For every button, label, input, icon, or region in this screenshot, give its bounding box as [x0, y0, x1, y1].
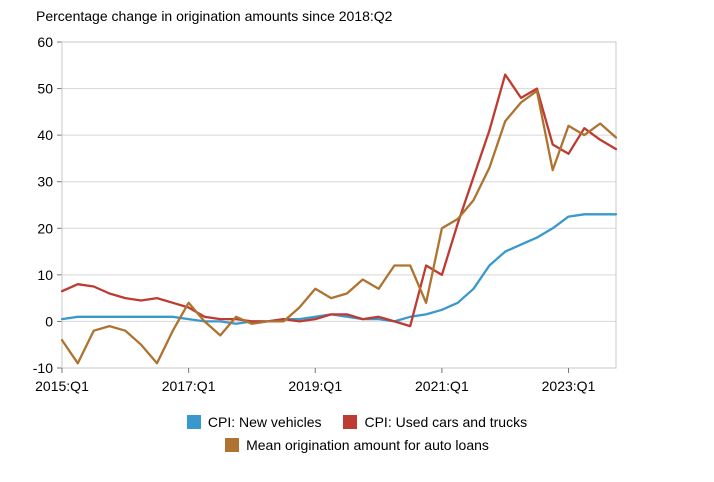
legend-item-mean-origination: Mean origination amount for auto loans [225, 437, 489, 453]
y-tick-label: 30 [37, 174, 53, 190]
y-tick-label: 40 [37, 127, 53, 143]
legend-label-cpi-new-vehicles: CPI: New vehicles [207, 414, 322, 430]
legend-label-cpi-used-cars: CPI: Used cars and trucks [364, 414, 528, 430]
y-tick-label: 60 [37, 34, 53, 50]
chart-legend: CPI: New vehicles CPI: Used cars and tru… [0, 414, 714, 453]
y-tick-label: 50 [37, 81, 53, 97]
x-tick-label: 2017:Q1 [162, 378, 216, 394]
x-tick-label: 2019:Q1 [288, 378, 342, 394]
legend-item-cpi-used-cars: CPI: Used cars and trucks [343, 414, 527, 430]
x-tick-label: 2021:Q1 [415, 378, 469, 394]
line-chart-plot: -10 0 10 20 30 40 50 60 2015:Q1 2017:Q1 2019:Q1 202… [33, 34, 618, 394]
y-tick-label: 20 [37, 220, 53, 236]
plot-border [61, 41, 617, 369]
y-tick-label: -10 [33, 360, 53, 376]
x-tick-label: 2023:Q1 [542, 378, 596, 394]
legend-row-1: CPI: New vehicles CPI: Used cars and tru… [186, 414, 527, 430]
chart-title: Percentage change in origination amounts… [36, 8, 393, 24]
legend-item-cpi-new-vehicles: CPI: New vehicles [186, 414, 322, 430]
y-tick-label: 10 [37, 267, 53, 283]
series-line-0 [60, 213, 618, 325]
legend-row-2: Mean origination amount for auto loans [225, 437, 489, 453]
y-tick-label: 0 [45, 313, 53, 329]
legend-swatch-red [343, 415, 358, 429]
legend-swatch-brown [225, 438, 240, 452]
legend-label-mean-origination: Mean origination amount for auto loans [246, 437, 489, 453]
legend-swatch-blue [186, 415, 201, 429]
series-line-1 [60, 73, 618, 328]
series-line-2 [60, 89, 618, 365]
x-tick-label: 2015:Q1 [35, 378, 89, 394]
